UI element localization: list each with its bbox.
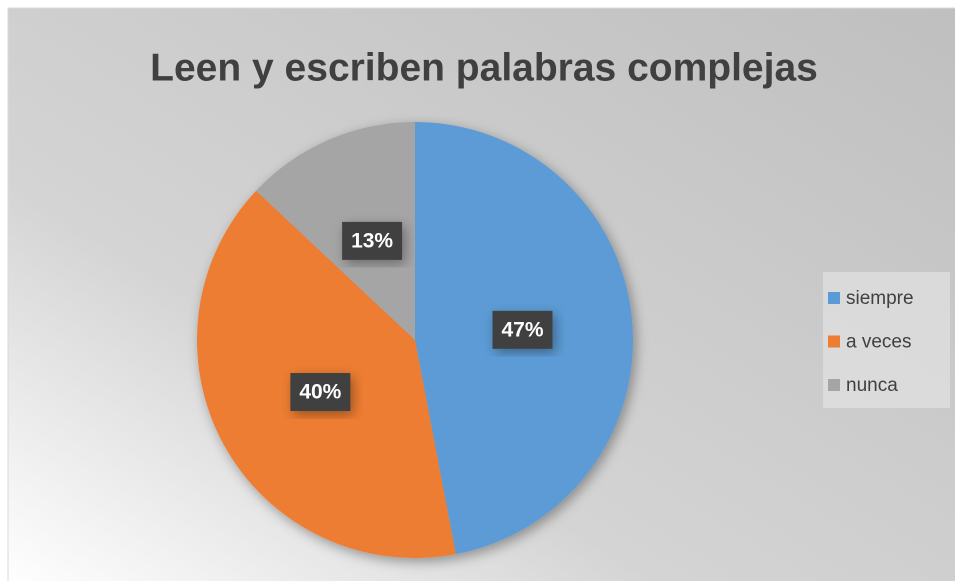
legend [823, 272, 950, 408]
pie-slice [256, 122, 415, 340]
legend-swatch [828, 335, 840, 348]
legend-label: nunca [846, 375, 898, 396]
legend-swatch [828, 292, 840, 304]
chart-title: Leen y escriben palabras complejas [150, 46, 818, 89]
legend-items: siempre a veces nunca [828, 288, 914, 396]
legend-label: a veces [846, 332, 911, 353]
pie [197, 122, 633, 558]
data-label-box [290, 373, 351, 412]
legend-label: siempre [846, 288, 914, 309]
data-labels: 47% 40% 13% [290, 221, 553, 412]
data-label: 40% [299, 381, 341, 404]
data-label: 13% [351, 229, 393, 252]
data-label-box [492, 310, 553, 349]
legend-swatch [828, 379, 840, 391]
data-label-box [342, 221, 403, 260]
data-label: 47% [502, 318, 544, 341]
